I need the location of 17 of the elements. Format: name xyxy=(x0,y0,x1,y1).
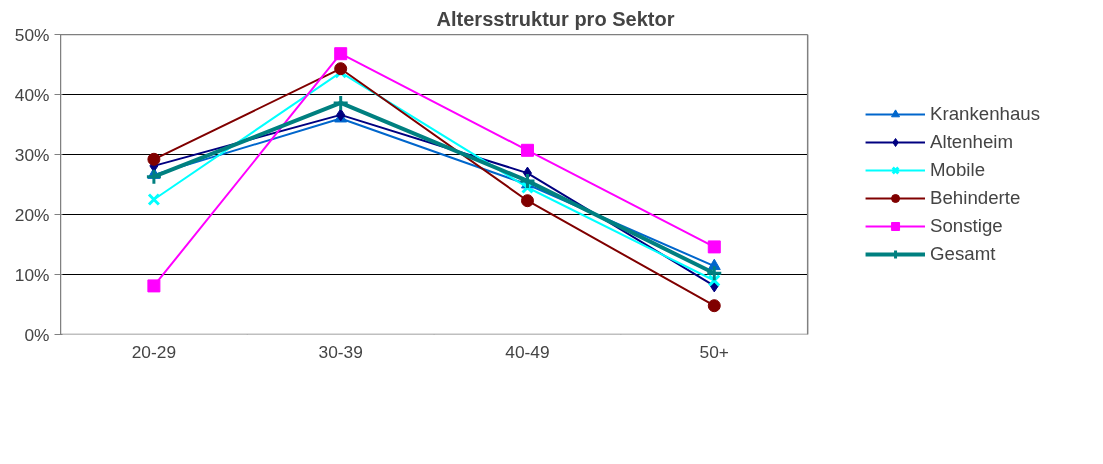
legend-label: Sonstige xyxy=(930,215,1003,237)
x-tick-label: 40-49 xyxy=(505,341,550,362)
legend-label: Mobile xyxy=(930,159,986,181)
y-tick-label: 40% xyxy=(14,84,50,105)
y-tick-label: 10% xyxy=(14,264,50,285)
y-tick-label: 50% xyxy=(14,24,50,45)
y-tick-label: 0% xyxy=(24,324,50,345)
chart-title: Altersstruktur pro Sektor xyxy=(436,7,675,30)
legend-label: Krankenhaus xyxy=(930,103,1040,125)
y-tick-label: 20% xyxy=(14,204,50,225)
x-tick-label: 20-29 xyxy=(131,341,177,362)
y-tick-label: 30% xyxy=(14,144,50,165)
legend-label: Altenheim xyxy=(930,131,1014,153)
x-tick-label: 30-39 xyxy=(318,341,363,362)
x-tick-label: 50+ xyxy=(699,341,729,362)
legend-label: Behinderte xyxy=(930,187,1021,209)
legend-label: Gesamt xyxy=(930,243,996,265)
